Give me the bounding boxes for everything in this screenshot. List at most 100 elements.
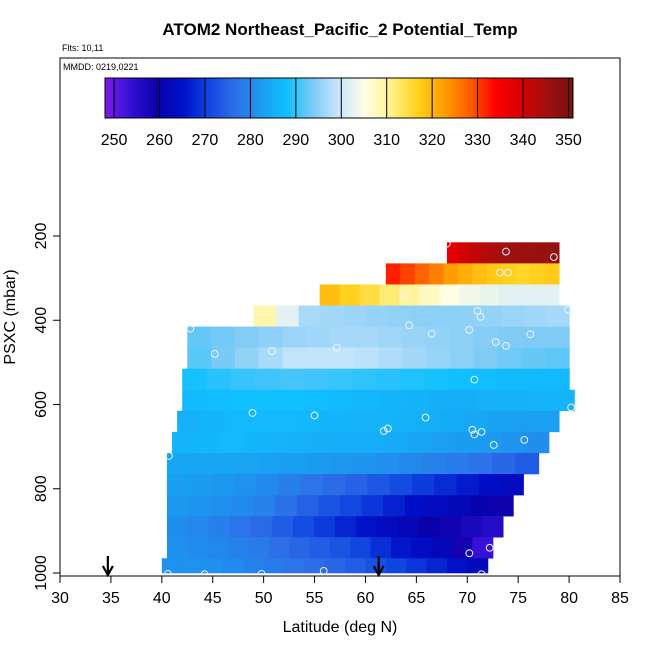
colorbar-tick-label: 250 (101, 132, 128, 149)
x-tick-label: 70 (458, 590, 476, 607)
heatmap-cell (354, 326, 379, 348)
heatmap-cell (278, 368, 304, 391)
heatmap-cell (303, 368, 328, 391)
heatmap-cell (253, 305, 277, 327)
data-point (470, 430, 479, 439)
heatmap-cell (425, 347, 451, 369)
data-point (504, 268, 512, 277)
heatmap-cell (383, 495, 406, 517)
heatmap-cell (230, 368, 256, 391)
x-tick-label: 80 (560, 590, 578, 607)
heatmap-cell (233, 474, 257, 496)
heatmap-cell (399, 284, 420, 306)
colorbar-tick-label: 300 (328, 132, 355, 149)
heatmap-cell (492, 452, 516, 475)
data-point (476, 312, 485, 321)
heatmap-cell (272, 410, 298, 433)
heatmap-cell (231, 389, 257, 412)
data-point (405, 321, 414, 330)
heatmap-cell (350, 537, 372, 559)
heatmap-cell (389, 474, 413, 496)
heatmap-cell (228, 537, 249, 559)
heatmap-cell (289, 537, 311, 559)
data-point (379, 427, 388, 435)
heatmap-cell (545, 347, 570, 369)
x-tick-label: 35 (102, 590, 120, 607)
data-point (333, 343, 341, 352)
heatmap-cell (330, 347, 355, 369)
heatmap-cell (501, 263, 517, 285)
heatmap-cell (313, 516, 336, 538)
heatmap-cell (459, 284, 480, 306)
heatmap-cell (280, 389, 306, 412)
heatmap-cell (202, 558, 224, 574)
colorbar-tick-label: 260 (146, 132, 173, 149)
heatmap-cell (473, 347, 499, 369)
heatmap-cell (390, 537, 412, 559)
heatmap-cell (282, 347, 308, 369)
arrow-head (372, 565, 385, 578)
x-tick-label: 85 (611, 590, 629, 607)
heatmap-cell (340, 495, 363, 517)
heatmap-cell (446, 242, 459, 264)
heatmap-cell (499, 284, 520, 306)
heatmap-cell (525, 242, 538, 264)
heatmap-cell (278, 474, 302, 496)
heatmap-cell (469, 495, 493, 517)
heatmap-cell (189, 474, 213, 496)
heatmap-cell (166, 495, 190, 517)
heatmap-cell (208, 516, 231, 538)
heatmap-cell (343, 305, 367, 327)
position-arrows (101, 556, 385, 578)
heatmap-cell (385, 263, 401, 285)
heatmap-cell (327, 368, 353, 391)
heatmap-cell (231, 495, 255, 517)
x-tick-label: 30 (51, 590, 69, 607)
heatmap-cell (344, 410, 369, 433)
heatmap-cell (213, 452, 238, 475)
heatmap-cell (219, 431, 244, 454)
x-tick-label: 45 (204, 590, 222, 607)
heatmap-cell (480, 242, 493, 264)
data-point (470, 375, 479, 384)
heatmap-cell (253, 495, 276, 517)
heatmap-cell (187, 347, 212, 369)
heatmap-cell (242, 431, 267, 454)
data-point (310, 411, 319, 420)
heatmap-cell (468, 452, 493, 475)
heatmap-cell (296, 495, 319, 517)
heatmap-cell (210, 495, 233, 517)
heatmap-cell (538, 284, 560, 306)
heatmap-cell (385, 558, 407, 574)
heatmap-cell (419, 284, 440, 306)
heatmap-cell (182, 368, 207, 391)
heatmap-cell (497, 347, 522, 369)
heatmap-cell (320, 410, 345, 433)
flights-note: Flts: 10,11 (62, 43, 103, 53)
heatmap-cell (476, 389, 502, 412)
x-tick-label: 40 (153, 590, 171, 607)
heatmap-cell (283, 452, 307, 475)
y-axis: 200 400 600 800 1000 (33, 223, 60, 591)
heatmap-cell (491, 495, 514, 517)
heatmap-cell (418, 516, 441, 538)
heatmap-cell (469, 242, 482, 264)
heatmap-cell (536, 242, 549, 264)
heatmap-cell (339, 284, 361, 306)
heatmap-cell (229, 516, 252, 538)
heatmap-cell (500, 389, 526, 412)
heatmap-cell (296, 410, 321, 433)
heatmap-cell (521, 326, 546, 348)
heatmap-cell (359, 284, 381, 306)
heatmap-cell (544, 263, 560, 285)
y-tick-label: 1000 (33, 555, 50, 591)
heatmap-cell (426, 495, 449, 517)
data-point (567, 403, 576, 412)
heatmap-cell (549, 389, 575, 412)
heatmap-cell (388, 305, 412, 327)
heatmap-cell (304, 558, 326, 574)
heatmap-cell (353, 389, 379, 412)
heatmap-cell (525, 431, 550, 454)
heatmap-cell (491, 242, 504, 264)
